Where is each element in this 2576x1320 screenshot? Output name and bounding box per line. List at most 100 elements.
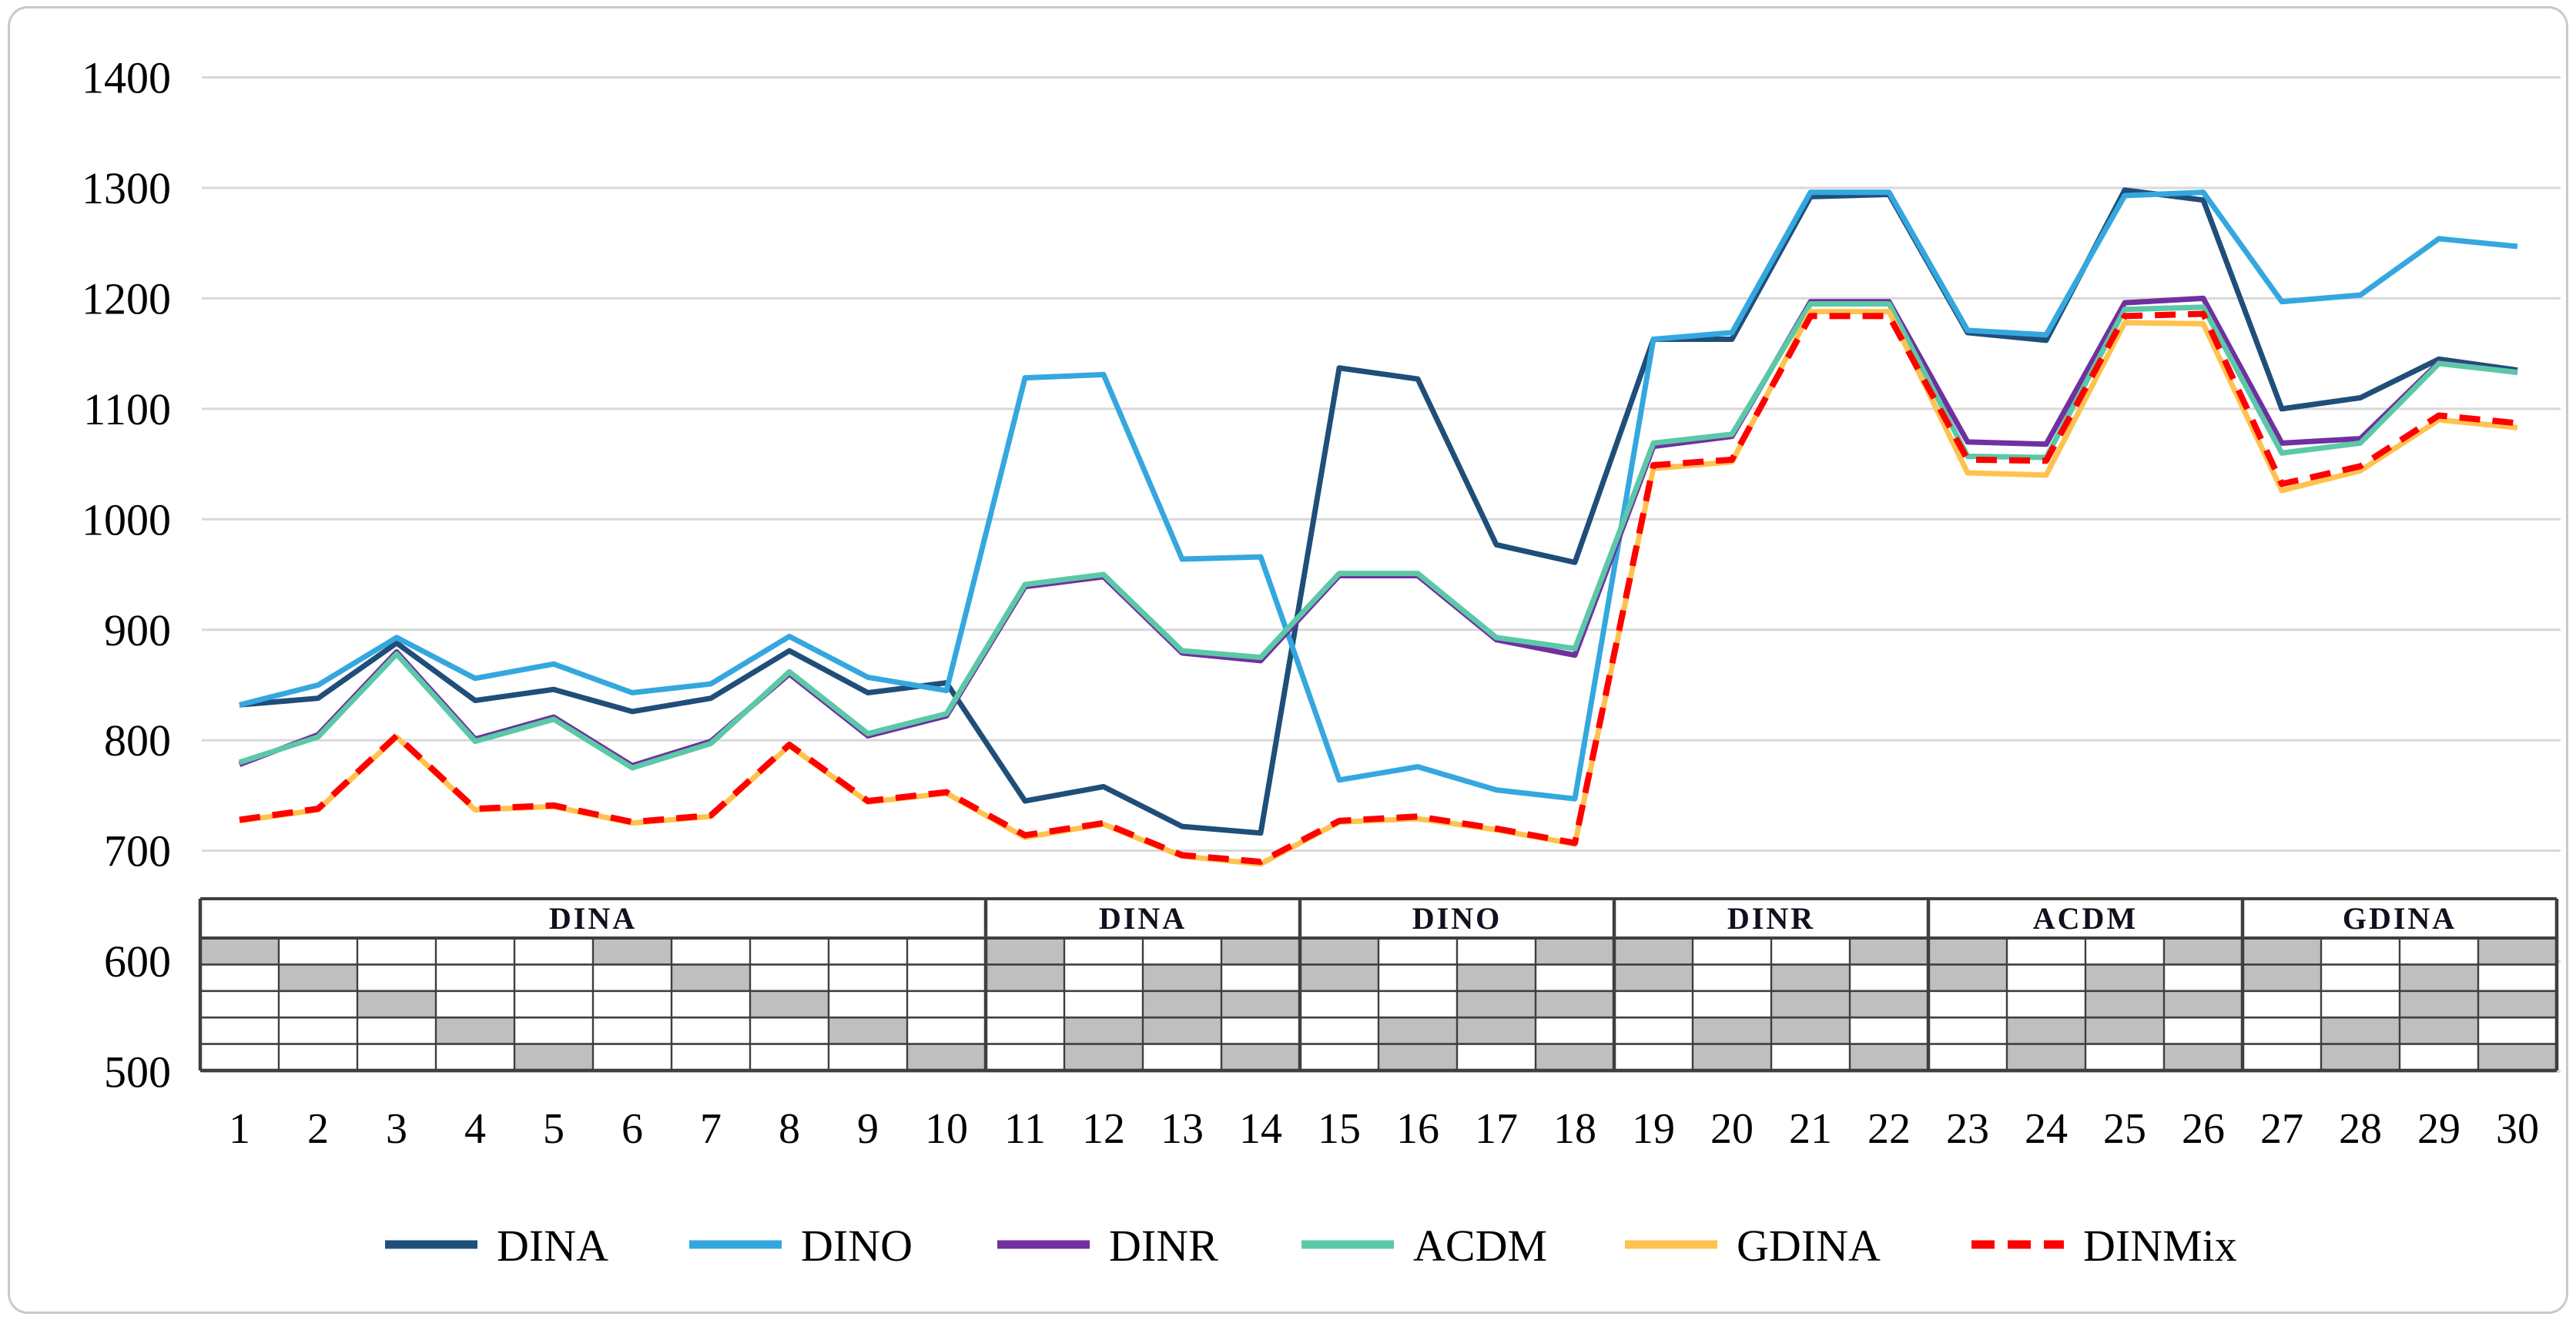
- x-tick-label: 13: [1161, 1105, 1204, 1153]
- series-dina: [239, 187, 2518, 836]
- x-tick-label: 5: [543, 1105, 564, 1153]
- q-matrix-cell-filled: [2400, 990, 2478, 1018]
- x-tick-label: 11: [1004, 1105, 1046, 1153]
- y-tick-label: 1100: [83, 384, 171, 434]
- x-tick-label: 4: [464, 1105, 486, 1153]
- q-matrix-cell-filled: [2478, 938, 2557, 965]
- q-matrix-cell-filled: [1850, 938, 1928, 965]
- x-axis-labels: 1 2 3 4 5 6 7 8 9 10 11 12 13 14 15 16 17 18 19 20 21 22 23 24 2…: [229, 1105, 2539, 1153]
- x-tick-label: 3: [386, 1105, 407, 1153]
- y-tick-label: 900: [104, 605, 171, 655]
- q-matrix-cell-filled: [2321, 1044, 2400, 1070]
- q-matrix-cell-filled: [1850, 990, 1928, 1018]
- q-matrix-cell-filled: [1300, 964, 1378, 991]
- x-tick-label: 21: [1789, 1105, 1832, 1153]
- legend: DINA DINO DINR ACDM GDINA DINMix: [385, 1221, 2237, 1271]
- q-matrix-cell-filled: [1614, 938, 1693, 965]
- q-matrix-cell-filled: [2400, 1017, 2478, 1044]
- q-matrix-cell-filled: [2321, 1017, 2400, 1044]
- x-tick-label: 12: [1082, 1105, 1125, 1153]
- table-block-label: DINA: [549, 901, 637, 936]
- q-matrix-cell-filled: [1614, 964, 1693, 991]
- q-matrix-cell-filled: [1143, 990, 1221, 1018]
- y-tick-label: 800: [104, 715, 171, 766]
- q-matrix-cell-filled: [907, 1044, 986, 1070]
- q-matrix-cell-filled: [829, 1017, 907, 1044]
- series-dinmix: [239, 310, 2518, 865]
- q-matrix-cell-filled: [750, 990, 829, 1018]
- x-tick-label: 18: [1553, 1105, 1596, 1153]
- x-tick-label: 19: [1632, 1105, 1675, 1153]
- q-matrix-cell-filled: [2164, 990, 2243, 1018]
- q-matrix-cell-filled: [1536, 990, 1614, 1018]
- q-matrix-cell-filled: [1928, 938, 2007, 965]
- q-matrix-cell-filled: [2478, 1044, 2557, 1070]
- q-matrix-cell-filled: [1143, 964, 1221, 991]
- item-table: DINA DINA DINO DINR ACDM GDINA: [198, 897, 2559, 1073]
- table-block-label: DINO: [1412, 901, 1502, 936]
- q-matrix-cell-filled: [672, 964, 750, 991]
- x-tick-label: 26: [2182, 1105, 2225, 1153]
- q-matrix-cell-filled: [514, 1044, 593, 1070]
- y-tick-label: 500: [104, 1047, 171, 1097]
- x-tick-label: 25: [2103, 1105, 2146, 1153]
- q-matrix-cell-filled: [1693, 1017, 1771, 1044]
- x-tick-label: 8: [779, 1105, 800, 1153]
- q-matrix-cell-filled: [1457, 1017, 1536, 1044]
- x-tick-label: 9: [857, 1105, 879, 1153]
- q-matrix-cell-filled: [1693, 1044, 1771, 1070]
- table-block-label: DINR: [1727, 901, 1815, 936]
- x-tick-label: 2: [307, 1105, 329, 1153]
- q-matrix-cell-filled: [2243, 938, 2321, 965]
- q-matrix-cell-filled: [2085, 990, 2164, 1018]
- q-matrix-cell-filled: [2164, 938, 2243, 965]
- q-matrix-cell-filled: [1300, 938, 1378, 965]
- q-matrix-cell-filled: [1771, 964, 1850, 991]
- y-tick-label: 1200: [82, 273, 171, 323]
- q-matrix-cell-filled: [1850, 1044, 1928, 1070]
- q-matrix-cell-filled: [1771, 1017, 1850, 1044]
- q-matrix-cell-filled: [1457, 990, 1536, 1018]
- q-matrix-cell-filled: [1064, 1017, 1143, 1044]
- q-matrix-cell-filled: [1928, 964, 2007, 991]
- series-acdm: [238, 301, 2518, 771]
- q-matrix-cell-filled: [2478, 990, 2557, 1018]
- q-matrix-cell-filled: [1536, 938, 1614, 965]
- q-matrix-cell-filled: [1457, 964, 1536, 991]
- q-matrix-cell-filled: [436, 1017, 514, 1044]
- y-tick-label: 1000: [82, 494, 171, 544]
- legend-label: GDINA: [1737, 1221, 1881, 1271]
- q-matrix-cell-filled: [279, 964, 357, 991]
- table-block-label: DINA: [1099, 901, 1187, 936]
- x-tick-label: 29: [2417, 1105, 2460, 1153]
- x-tick-label: 23: [1946, 1105, 1989, 1153]
- q-matrix-cell-filled: [2007, 1044, 2085, 1070]
- q-matrix-cell-filled: [986, 964, 1064, 991]
- q-matrix-cell-filled: [1536, 1044, 1614, 1070]
- legend-label: ACDM: [1413, 1221, 1547, 1271]
- x-tick-label: 7: [700, 1105, 722, 1153]
- x-tick-label: 22: [1868, 1105, 1911, 1153]
- q-matrix-cell-filled: [2164, 1044, 2243, 1070]
- q-matrix-cell-filled: [2400, 964, 2478, 991]
- x-tick-label: 10: [925, 1105, 968, 1153]
- q-matrix-cell-filled: [2085, 1017, 2164, 1044]
- x-tick-label: 15: [1318, 1105, 1361, 1153]
- figure-border: [8, 6, 2568, 1314]
- x-tick-label: 30: [2496, 1105, 2539, 1153]
- q-matrix-cell-filled: [1771, 990, 1850, 1018]
- legend-label: DINO: [801, 1221, 913, 1271]
- y-tick-label: 1400: [82, 53, 171, 103]
- legend-label: DINA: [497, 1221, 608, 1271]
- q-matrix-cell-filled: [593, 938, 672, 965]
- x-tick-label: 1: [229, 1105, 250, 1153]
- legend-label: DINR: [1109, 1221, 1218, 1271]
- q-matrix-cell-filled: [1378, 1044, 1457, 1070]
- q-matrix-cell-filled: [1221, 1044, 1300, 1070]
- x-tick-label: 16: [1396, 1105, 1439, 1153]
- x-tick-label: 14: [1239, 1105, 1282, 1153]
- q-matrix-cell-filled: [2007, 1017, 2085, 1044]
- table-block-label: GDINA: [2343, 901, 2457, 936]
